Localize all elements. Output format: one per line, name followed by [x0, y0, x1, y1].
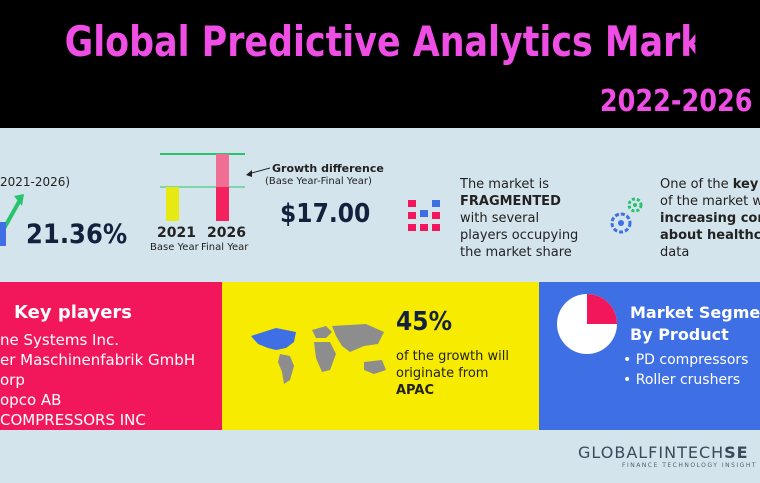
- key-players-panel: Key players ne Systems Inc. er Maschinen…: [0, 282, 222, 430]
- arrow-up-icon: [0, 194, 24, 246]
- drivers-line5: data: [660, 245, 690, 260]
- growth-diff-title: Growth difference: [272, 162, 384, 175]
- structure-highlight: FRAGMENTED: [460, 194, 561, 209]
- bar-sub-2021: Base Year: [150, 242, 199, 253]
- structure-line1: The market is: [460, 177, 549, 192]
- bar-label-2026: 2026: [207, 225, 246, 241]
- drivers-line1b: key dr: [732, 177, 760, 192]
- key-players-title: Key players: [14, 302, 133, 323]
- drivers-line2: of the market will: [660, 194, 760, 209]
- segment-title-line1: Market Segme: [630, 303, 760, 322]
- drivers-line3: increasing conce: [660, 211, 760, 226]
- fragmented-blocks-icon: [408, 200, 440, 231]
- player-item: er Maschinenfabrik GmbH: [0, 351, 196, 369]
- player-item: orp: [0, 371, 25, 389]
- growth-region-name: APAC: [396, 383, 434, 398]
- growth-diff-subtitle: (Base Year-Final Year): [265, 176, 372, 187]
- segment-title-line2: By Product: [630, 325, 729, 344]
- structure-line4: players occupying: [460, 228, 579, 243]
- pointer-arrow-icon: [246, 167, 271, 177]
- growth-percent: 45%: [396, 307, 453, 337]
- drivers-line1a: One of the: [660, 177, 733, 192]
- player-item: ne Systems Inc.: [0, 331, 119, 349]
- cagr-value: 21.36%: [26, 219, 128, 250]
- cagr-period: 2021-2026): [0, 175, 71, 189]
- segment-item: • PD compressors: [623, 352, 749, 368]
- player-item: COMPRESSORS INC: [0, 411, 146, 429]
- pie-icon: [557, 294, 617, 354]
- growth-line1: of the growth will: [396, 349, 509, 364]
- player-item: opco AB: [0, 391, 62, 409]
- segmentation-panel: Market Segme By Product • PD compressors…: [539, 282, 760, 430]
- base-final-bars: [160, 153, 245, 221]
- brand-logo: GLOBALFINTECHSE: [578, 443, 749, 462]
- segment-item: • Roller crushers: [623, 372, 741, 388]
- gears-icon: [610, 197, 643, 234]
- world-map-icon: [251, 324, 386, 384]
- header-banner: [0, 0, 760, 128]
- drivers-line4: about healthcar: [660, 228, 760, 243]
- page-title: Global Predictive Analytics Market: [64, 17, 696, 66]
- growth-diff-value: $17.00: [280, 199, 371, 229]
- brand-tagline: FINANCE TECHNOLOGY INSIGHT: [622, 462, 757, 469]
- structure-line5: the market share: [460, 245, 572, 260]
- year-range: 2022-2026: [599, 84, 752, 119]
- growth-region-panel: 45% of the growth will originate from AP…: [222, 282, 539, 430]
- bar-label-2021: 2021: [157, 225, 196, 241]
- structure-line3: with several: [460, 211, 540, 226]
- growth-line2: originate from: [396, 366, 489, 381]
- bar-sub-2026: Final Year: [201, 242, 249, 253]
